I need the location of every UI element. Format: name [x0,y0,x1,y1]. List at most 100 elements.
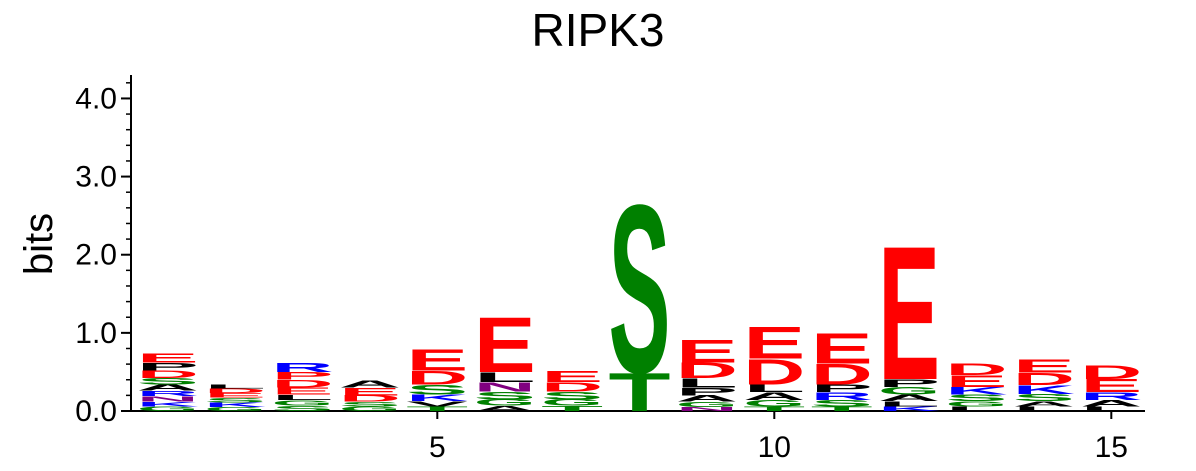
logo-column-8: TS [608,154,670,423]
logo-letter-R: R [1080,390,1142,402]
logo-letter-E: E [945,372,1007,390]
logo-letter-D: D [1080,362,1142,384]
logo-letter-E: E [339,386,401,398]
logo-letter-D: D [811,358,873,391]
logo-letter-D: D [541,380,603,395]
logo-letter-P: P [878,377,940,389]
logo-letter-L: L [204,383,266,389]
logo-letter-K: K [945,385,1007,397]
logo-letter-A: A [1080,398,1142,408]
logo-letter-K: K [878,405,940,412]
logo-letter-T: T [811,405,873,412]
y-axis-label: bits [17,213,61,275]
logo-letter-D: D [204,387,266,394]
logo-letter-P: P [272,370,334,382]
x-tick-label: 5 [429,431,446,464]
logo-letter-G: G [339,405,401,412]
logo-letter-V: V [406,399,468,407]
x-tick-label: 10 [758,431,791,464]
logo-letter-K: K [406,393,468,403]
logo-letter-A: A [743,390,805,402]
chart-title: RIPK3 [532,4,665,56]
logo-letter-E: E [204,392,266,399]
logo-letter-A: A [676,394,738,404]
logo-letter-D: D [339,394,401,404]
logo-letter-E: E [272,386,334,397]
logo-letter-T: T [609,362,671,423]
logo-letter-E: E [406,343,468,377]
logo-letter-S: S [541,390,603,402]
logo-letter-L: L [945,405,1007,412]
logo-letter-S: S [945,393,1007,403]
logo-letter-G: G [541,398,603,408]
logo-letter-E: E [541,369,603,386]
logo-letter-G: G [271,399,333,408]
logo-letter-E: E [137,351,199,366]
logo-letter-K: K [137,400,199,407]
logo-letter-A: A [1013,399,1075,408]
logo-letter-S: S [1013,392,1075,403]
logo-letter-L: L [743,383,805,395]
logo-letter-G: G [137,405,199,412]
logo-letter-R: R [137,389,199,398]
logo-letter-D: D [945,360,1007,378]
logo-letter-L: L [271,393,333,401]
logo-letter-A: A [137,383,199,393]
y-tick-label: 3.0 [75,161,117,194]
logo-letter-S: S [474,390,536,402]
logo-letter-L: L [1080,405,1142,412]
logo-letter-G: G [474,398,536,408]
logo-letter-N: N [137,395,199,404]
logo-letter-L: L [676,376,738,391]
logo-letter-D: D [271,378,333,390]
logo-letter-G: G [878,385,940,397]
logo-letter-E: E [474,302,536,390]
logo-letter-G: G [743,399,805,409]
logo-letter-A: A [474,404,536,413]
logo-letter-K: K [204,401,266,408]
logo-letter-D: D [676,359,738,383]
logo-letter-A: A [339,379,401,390]
logo-letter-R: R [811,390,873,402]
y-tick-label: 0.0 [75,395,117,428]
logo-letter-P: P [137,361,199,373]
logo-letter-R: R [271,360,333,375]
logo-letter-S: S [272,404,334,413]
x-tick-label: 15 [1095,431,1128,464]
logo-letter-T: T [541,404,603,412]
logo-columns: GKNRASDPEGKSEDLSGLEDPRGSDEATVKSDEAGSNLET… [137,154,1143,423]
logo-letter-G: G [676,400,738,409]
logo-letter-D: D [1013,370,1075,389]
logo-letter-D: D [137,368,199,380]
logo-letter-S: S [608,154,670,423]
logo-letter-G: G [204,406,266,412]
axes: 0.0 1.0 2.0 3.0 4.0 5 10 15 [75,75,1145,464]
logo-letter-S: S [406,382,468,398]
logo-letter-E: E [1080,376,1142,397]
logo-letter-E: E [676,333,738,370]
logo-letter-N: N [676,406,738,412]
logo-letter-E: E [811,324,873,373]
logo-letter-G: G [945,399,1007,408]
logo-letter-E: E [1013,356,1075,377]
y-tick-label: 2.0 [75,239,117,272]
logo-letter-P: P [676,386,738,398]
logo-letter-E: E [878,206,940,420]
logo-letter-D: D [406,367,468,389]
logo-letter-L: L [1013,405,1075,412]
logo-letter-P: P [811,383,873,395]
y-tick-label: 4.0 [75,82,117,115]
logo-letter-E: E [743,317,805,368]
logo-letter-D: D [743,352,805,392]
